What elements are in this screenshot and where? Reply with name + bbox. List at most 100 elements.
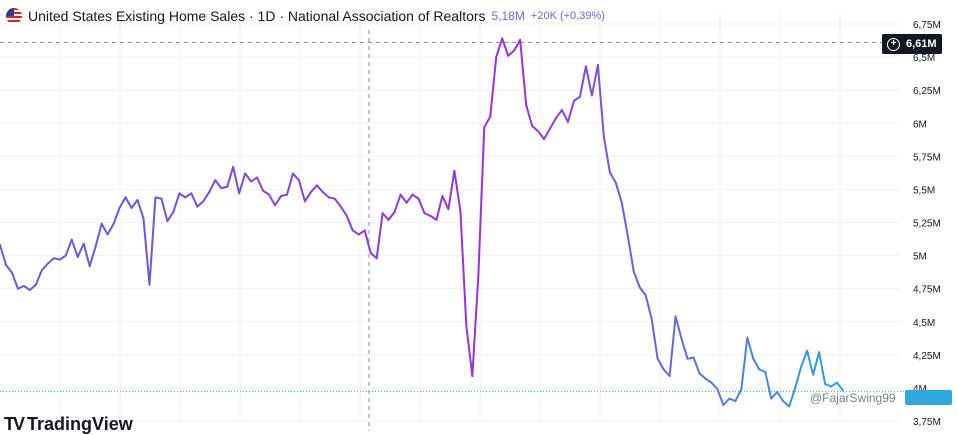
series-segment bbox=[82, 242, 91, 268]
series-segment bbox=[477, 126, 486, 278]
series-segment bbox=[256, 176, 265, 192]
series-segment bbox=[309, 184, 318, 194]
y-tick-label: 4,5M bbox=[913, 318, 935, 329]
series-segment bbox=[178, 192, 187, 199]
series-segment bbox=[668, 315, 677, 378]
series-segment bbox=[800, 349, 809, 368]
series-segment bbox=[501, 37, 510, 57]
series-segment bbox=[626, 234, 635, 273]
y-tick-label: 5,25M bbox=[913, 219, 941, 230]
series-segment bbox=[680, 337, 689, 360]
series-segment bbox=[716, 388, 725, 407]
series-segment bbox=[130, 199, 139, 209]
series-segment bbox=[662, 368, 671, 378]
series-segment bbox=[220, 185, 229, 190]
series-segment bbox=[58, 254, 67, 261]
series-segment bbox=[746, 336, 755, 360]
tradingview-logo[interactable]: TV TradingView bbox=[4, 414, 133, 435]
series-segment bbox=[638, 286, 647, 297]
series-segment bbox=[268, 193, 277, 207]
series-segment bbox=[238, 172, 247, 195]
series-segment bbox=[656, 357, 665, 371]
y-tick-label: 6M bbox=[913, 119, 927, 130]
series-segment bbox=[429, 214, 438, 221]
series-segment bbox=[417, 197, 426, 215]
series-segment bbox=[644, 294, 653, 321]
series-segment bbox=[710, 381, 719, 391]
series-segment bbox=[190, 192, 199, 208]
series-segment bbox=[64, 238, 73, 257]
series-segment bbox=[812, 351, 821, 376]
plus-icon[interactable]: + bbox=[887, 37, 900, 51]
series-segment bbox=[124, 196, 133, 209]
series-segment bbox=[620, 201, 629, 237]
series-segment bbox=[584, 65, 593, 97]
chart-header: United States Existing Home Sales · 1D ·… bbox=[6, 8, 605, 24]
series-segment bbox=[262, 189, 271, 196]
series-segment bbox=[351, 229, 360, 236]
series-segment bbox=[441, 195, 450, 211]
series-segment bbox=[154, 196, 163, 200]
series-segment bbox=[495, 37, 504, 59]
series-segment bbox=[208, 179, 217, 194]
series-segment bbox=[202, 191, 211, 203]
series-segment bbox=[632, 270, 641, 289]
y-axis-ticks: 3,75M 4M 4,25M 4,5M 4,75M 5M 5,25M 5,5M 5,75M 6M 6… bbox=[913, 20, 941, 428]
chart-title: United States Existing Home Sales · 1D ·… bbox=[28, 8, 486, 24]
tradingview-logo-icon: TV bbox=[4, 414, 25, 434]
crosshair-price-label[interactable]: + 6,61M bbox=[882, 34, 942, 54]
series-segment bbox=[531, 124, 540, 133]
series-segment bbox=[794, 365, 803, 389]
series-segment bbox=[782, 400, 791, 408]
series-segment bbox=[40, 262, 49, 272]
series-segment bbox=[399, 193, 408, 204]
y-tick-label: 3,75M bbox=[913, 417, 941, 428]
series-segment bbox=[315, 184, 324, 194]
series-segment bbox=[393, 193, 402, 213]
series-line bbox=[0, 37, 844, 408]
series-segment bbox=[728, 397, 737, 403]
series-segment bbox=[513, 38, 522, 52]
series-segment bbox=[76, 242, 85, 258]
y-tick-label: 4,25M bbox=[913, 351, 941, 362]
series-segment bbox=[758, 368, 767, 374]
series-segment bbox=[136, 199, 145, 220]
series-segment bbox=[297, 179, 306, 203]
series-segment bbox=[10, 271, 19, 290]
series-segment bbox=[543, 127, 552, 141]
series-segment bbox=[94, 222, 103, 248]
series-segment bbox=[830, 381, 839, 388]
series-segment bbox=[46, 257, 55, 265]
series-segment bbox=[214, 179, 223, 190]
series-segment bbox=[578, 65, 587, 98]
series-segment bbox=[274, 195, 282, 207]
series-segment bbox=[566, 99, 575, 123]
series-segment bbox=[34, 269, 43, 286]
series-segment bbox=[333, 197, 342, 208]
watermark-text: @FajarSwing99 bbox=[810, 391, 896, 405]
series-segment bbox=[423, 212, 432, 217]
series-segment bbox=[339, 205, 348, 217]
series-segment bbox=[381, 212, 390, 221]
series-segment bbox=[836, 381, 844, 392]
series-segment bbox=[525, 103, 534, 127]
series-segment bbox=[303, 191, 312, 203]
logo-text: TradingView bbox=[27, 414, 133, 434]
series-segment bbox=[118, 196, 127, 209]
series-segment bbox=[172, 192, 181, 213]
series-segment bbox=[572, 95, 581, 102]
series-segment bbox=[22, 285, 31, 291]
us-flag-icon bbox=[6, 8, 22, 24]
series-segment bbox=[4, 263, 13, 274]
series-segment bbox=[100, 222, 109, 236]
y-tick-label: 6,25M bbox=[913, 86, 941, 97]
series-segment bbox=[363, 229, 372, 254]
series-segment bbox=[369, 251, 378, 260]
series-segment bbox=[184, 192, 193, 199]
series-segment bbox=[321, 191, 330, 199]
series-segment bbox=[519, 38, 528, 106]
series-segment bbox=[375, 212, 384, 260]
series-segment bbox=[596, 64, 605, 138]
series-segment bbox=[483, 115, 492, 129]
